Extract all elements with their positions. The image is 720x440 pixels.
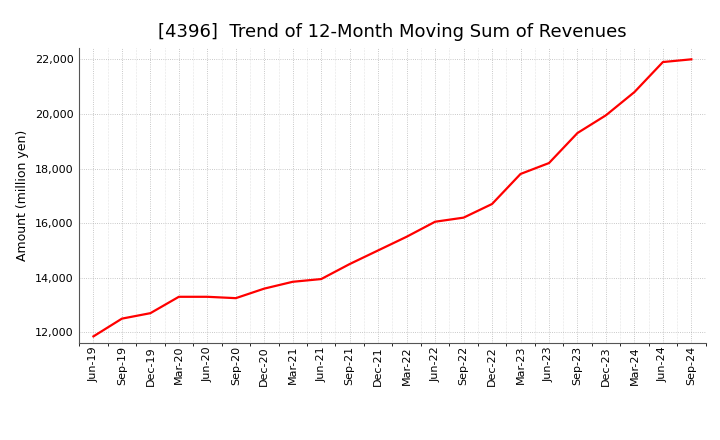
Title: [4396]  Trend of 12-Month Moving Sum of Revenues: [4396] Trend of 12-Month Moving Sum of R…	[158, 23, 626, 41]
Y-axis label: Amount (million yen): Amount (million yen)	[17, 130, 30, 261]
